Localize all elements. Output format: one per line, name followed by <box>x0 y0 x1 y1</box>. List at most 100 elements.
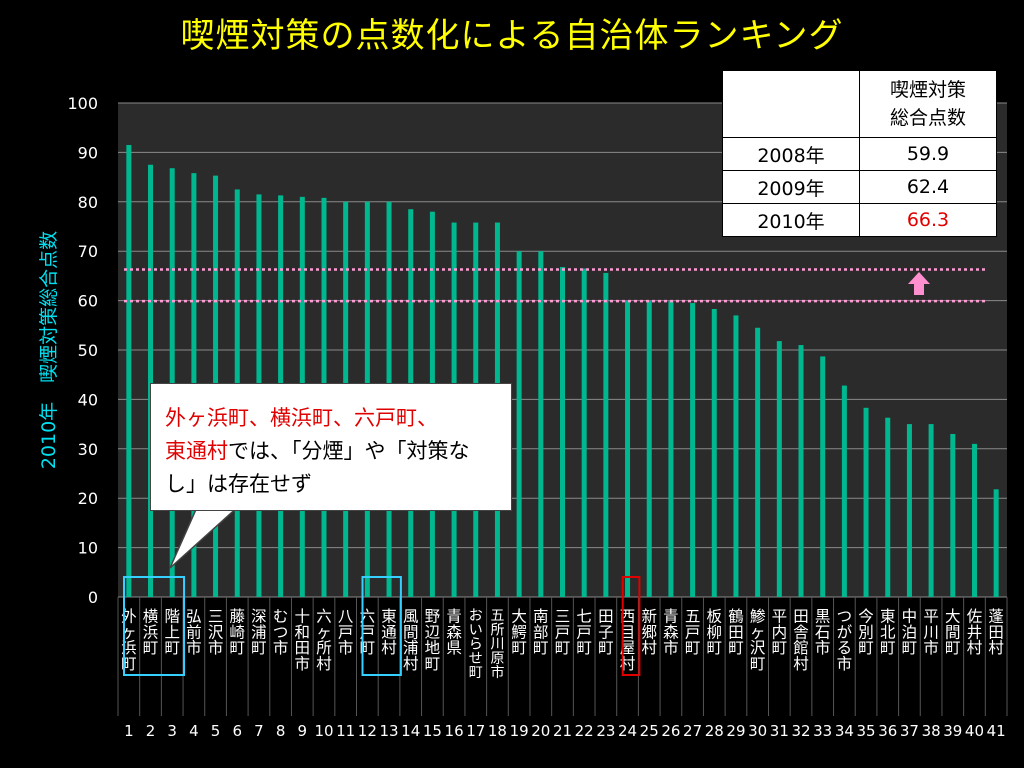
x-rank-label: 2 <box>146 722 156 740</box>
x-rank-label: 29 <box>726 722 745 740</box>
bar <box>798 345 804 597</box>
x-category-label: 佐井村 <box>967 608 983 658</box>
x-rank-label: 3 <box>167 722 177 740</box>
x-rank-label: 8 <box>276 722 286 740</box>
bar <box>928 424 934 597</box>
y-axis-ticks: 0 10 20 30 40 50 60 70 80 90 100 <box>67 94 98 607</box>
table-row: 2010年 66.3 <box>722 203 997 237</box>
x-rank-label: 33 <box>813 722 832 740</box>
x-rank-label: 6 <box>232 722 242 740</box>
x-category-label: 蓬田村 <box>988 608 1004 658</box>
bar <box>885 417 891 597</box>
table-score: 62.4 <box>859 170 997 204</box>
header-line-1: 喫煙対策 <box>889 79 966 101</box>
x-category-label: 弘前市 <box>186 608 202 658</box>
x-rank-label: 20 <box>531 722 550 740</box>
score-summary-table: 喫煙対策 総合点数 2008年 59.9 2009年 62.4 2010年 66… <box>722 70 997 237</box>
table-header-empty <box>722 70 860 138</box>
y-tick-label: 0 <box>88 588 98 607</box>
x-rank-label: 41 <box>987 722 1006 740</box>
y-tick-label: 10 <box>78 539 98 558</box>
x-rank-label: 13 <box>379 722 398 740</box>
x-category-label: 三戸町 <box>555 608 571 658</box>
x-category-label: 今別町 <box>858 608 874 658</box>
table-year: 2009年 <box>722 170 860 204</box>
bar <box>711 308 717 597</box>
y-tick-label: 40 <box>78 390 98 409</box>
y-tick-label: 20 <box>78 489 98 508</box>
y-tick-label: 90 <box>78 143 98 162</box>
x-category-label: 大鰐町 <box>511 608 527 658</box>
table-row: 2008年 59.9 <box>722 137 997 171</box>
x-category-label: 鶴田町 <box>728 608 744 658</box>
bar <box>906 424 912 597</box>
x-category-label: 風間浦村 <box>403 608 419 673</box>
x-rank-label: 32 <box>791 722 810 740</box>
x-rank-label: 27 <box>683 722 702 740</box>
x-rank-label: 7 <box>254 722 264 740</box>
x-category-label: 新郷村 <box>641 608 657 658</box>
x-category-label: 青森市 <box>663 608 679 658</box>
x-category-label: 六ヶ所村 <box>316 608 332 673</box>
x-category-label: 田舎館村 <box>793 608 809 673</box>
highlight-boxes <box>123 576 641 676</box>
x-axis-ranks: 1 2 3 4 5 6 7 8 9 10 11 12 13 14 15 16 17 18 19 20 21 22 23 24 2… <box>117 597 1008 740</box>
x-rank-label: 1 <box>124 722 134 740</box>
bar <box>668 300 674 597</box>
bar <box>863 407 869 597</box>
x-rank-label: 5 <box>211 722 221 740</box>
x-category-label: 中泊町 <box>902 608 918 658</box>
table-score: 59.9 <box>859 137 997 171</box>
x-rank-label: 36 <box>878 722 897 740</box>
table-header-score: 喫煙対策 総合点数 <box>859 70 997 138</box>
x-rank-label: 12 <box>358 722 377 740</box>
x-rank-label: 17 <box>466 722 485 740</box>
x-rank-label: 24 <box>618 722 637 740</box>
bar <box>733 315 739 597</box>
table-header-row: 喫煙対策 総合点数 <box>722 70 997 138</box>
x-category-label: 東通村 <box>381 608 397 658</box>
x-rank-label: 9 <box>298 722 308 740</box>
table-year: 2008年 <box>722 137 860 171</box>
x-rank-label: 39 <box>943 722 962 740</box>
x-category-label: つがる市 <box>837 608 853 673</box>
x-category-label: 七戸町 <box>576 608 592 658</box>
callout-red-text-2: 東通村 <box>165 439 228 463</box>
highlight-box <box>361 576 402 676</box>
table-score-highlight: 66.3 <box>859 203 997 237</box>
x-rank-label: 18 <box>488 722 507 740</box>
x-category-label: 横浜町 <box>143 608 159 658</box>
callout-red-text: 外ヶ浜町、横浜町、六戸町、 <box>165 406 438 430</box>
x-category-label: 五所川原市 <box>490 608 504 681</box>
y-axis-label: 2010年 喫煙対策総合点数 <box>38 231 60 469</box>
x-rank-label: 37 <box>900 722 919 740</box>
bar <box>603 272 609 597</box>
bar <box>820 356 826 597</box>
up-arrow-icon <box>908 272 930 295</box>
y-tick-label: 100 <box>67 94 98 113</box>
x-rank-label: 15 <box>423 722 442 740</box>
bar <box>581 268 587 597</box>
x-rank-label: 28 <box>705 722 724 740</box>
x-rank-label: 21 <box>553 722 572 740</box>
table-row: 2009年 62.4 <box>722 170 997 204</box>
bar <box>971 443 977 597</box>
x-axis-categories: 外ヶ浜町横浜町階上町弘前市三沢市藤崎町深浦町むつ市十和田市六ヶ所村八戸市六戸町東… <box>121 608 1004 682</box>
y-tick-label: 30 <box>78 440 98 459</box>
x-rank-label: 30 <box>748 722 767 740</box>
bar <box>755 327 761 597</box>
bar <box>690 303 696 597</box>
bar <box>950 433 956 597</box>
table-year: 2010年 <box>722 203 860 237</box>
x-category-label: 五戸町 <box>685 608 701 658</box>
x-category-label: 南部町 <box>533 608 549 658</box>
y-tick-label: 80 <box>78 193 98 212</box>
y-tick-label: 70 <box>78 242 98 261</box>
x-category-label: 八戸市 <box>338 608 354 658</box>
y-tick-label: 60 <box>78 292 98 311</box>
x-rank-label: 14 <box>401 722 420 740</box>
x-category-label: 階上町 <box>164 608 180 658</box>
x-rank-label: 35 <box>857 722 876 740</box>
header-line-2: 総合点数 <box>889 107 966 129</box>
bar <box>625 300 631 597</box>
